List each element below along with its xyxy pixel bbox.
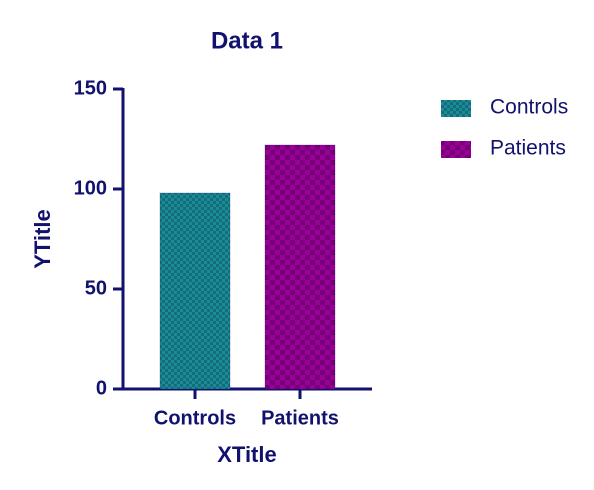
- y-tick-label: 100: [74, 177, 107, 199]
- x-tick-label: Controls: [154, 407, 236, 429]
- legend-swatch: [441, 100, 471, 117]
- y-tick-label: 0: [96, 377, 107, 399]
- x-tick-label: Patients: [261, 407, 339, 429]
- y-axis-title: YTitle: [30, 209, 55, 269]
- chart-title: Data 1: [211, 27, 283, 54]
- y-tick-label: 50: [85, 277, 107, 299]
- legend-label: Patients: [490, 137, 566, 160]
- legend-label: Controls: [490, 96, 568, 119]
- bar: [159, 192, 231, 390]
- legend-swatch: [441, 141, 471, 158]
- y-tick-label: 150: [74, 77, 107, 99]
- x-axis-title: XTitle: [217, 442, 277, 467]
- bar: [264, 144, 336, 390]
